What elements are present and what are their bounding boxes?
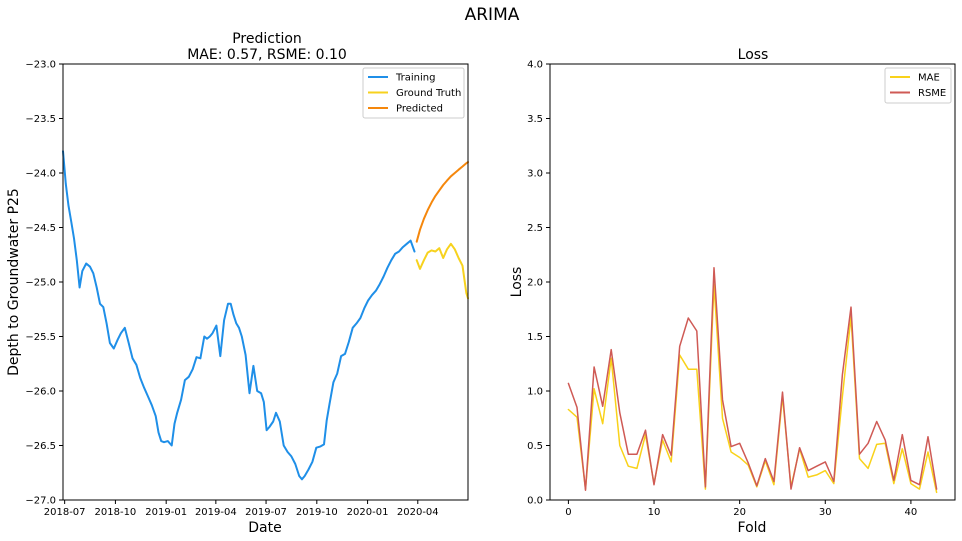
y-tick-label: −24.0 xyxy=(25,169,56,180)
ground-truth-line xyxy=(415,242,469,300)
x-tick-label: 0 xyxy=(565,507,571,518)
y-tick-label: −25.5 xyxy=(25,332,56,343)
loss-series xyxy=(567,267,938,494)
rsme-line xyxy=(567,267,938,491)
prediction-xlabel: Date xyxy=(248,520,281,536)
y-tick-label: −26.0 xyxy=(25,387,56,398)
prediction-legend: Training Ground Truth Predicted xyxy=(362,67,465,119)
y-tick-label: −25.0 xyxy=(25,278,56,289)
loss-ticks: 0 10 20 30 40 0.0 0.5 1.0 1.5 2.0 2.5 3.0 3.5 4.0 xyxy=(527,60,917,519)
x-tick-label: 2020-04 xyxy=(397,507,439,518)
y-tick-label: −27.0 xyxy=(25,496,56,507)
figure-suptitle: ARIMA xyxy=(465,5,520,25)
y-tick-label: 2.5 xyxy=(527,223,543,234)
x-tick-label: 2018-10 xyxy=(95,507,137,518)
y-tick-label: 1.5 xyxy=(527,332,543,343)
legend-entry-label: Predicted xyxy=(396,104,443,115)
y-tick-label: −23.0 xyxy=(25,60,56,71)
x-tick-label: 30 xyxy=(819,507,832,518)
y-tick-label: −26.5 xyxy=(25,441,56,452)
loss-axes-frame xyxy=(549,63,956,501)
x-tick-label: 10 xyxy=(648,507,661,518)
prediction-ylabel: Depth to Groundwater P25 xyxy=(6,188,22,376)
prediction-axes: Prediction MAE: 0.57, RSME: 0.10 Date De… xyxy=(6,31,469,536)
x-tick-label: 2019-04 xyxy=(195,507,237,518)
y-tick-label: −24.5 xyxy=(25,223,56,234)
y-tick-label: 4.0 xyxy=(527,60,543,71)
loss-legend: MAE RSME xyxy=(884,67,952,104)
mae-line xyxy=(567,283,938,494)
training-line xyxy=(62,150,416,481)
x-tick-label: 20 xyxy=(733,507,746,518)
x-tick-label: 2018-07 xyxy=(44,507,86,518)
predicted-line xyxy=(415,161,469,243)
loss-title: Loss xyxy=(738,47,769,63)
y-tick-label: 2.0 xyxy=(527,278,543,289)
y-tick-label: 3.5 xyxy=(527,114,543,125)
prediction-ticks: 2018-07 2018-10 2019-01 2019-04 2019-07 2019-… xyxy=(25,60,438,519)
legend-entry-label: MAE xyxy=(918,73,940,84)
y-tick-label: 1.0 xyxy=(527,387,543,398)
x-tick-label: 2020-01 xyxy=(347,507,389,518)
y-tick-label: 3.0 xyxy=(527,169,543,180)
x-tick-label: 40 xyxy=(905,507,918,518)
prediction-subtitle: MAE: 0.57, RSME: 0.10 xyxy=(187,47,347,63)
y-tick-label: 0.0 xyxy=(527,496,543,507)
legend-entry-label: RSME xyxy=(918,88,946,99)
loss-axes: Loss Fold Loss 0 10 20 30 40 0.0 0.5 1.0 1.5 2.0 2… xyxy=(509,47,956,536)
x-tick-label: 2019-01 xyxy=(145,507,187,518)
loss-xlabel: Fold xyxy=(738,520,767,536)
prediction-title: Prediction xyxy=(232,31,302,47)
prediction-legend-box xyxy=(362,67,465,119)
y-tick-label: 0.5 xyxy=(527,441,543,452)
x-tick-label: 2019-10 xyxy=(296,507,338,518)
y-tick-label: −23.5 xyxy=(25,114,56,125)
x-tick-label: 2019-07 xyxy=(245,507,287,518)
loss-ylabel: Loss xyxy=(509,267,525,298)
legend-entry-label: Training xyxy=(395,73,435,84)
prediction-series xyxy=(62,150,469,481)
legend-entry-label: Ground Truth xyxy=(396,88,461,99)
prediction-axes-frame xyxy=(62,63,469,501)
